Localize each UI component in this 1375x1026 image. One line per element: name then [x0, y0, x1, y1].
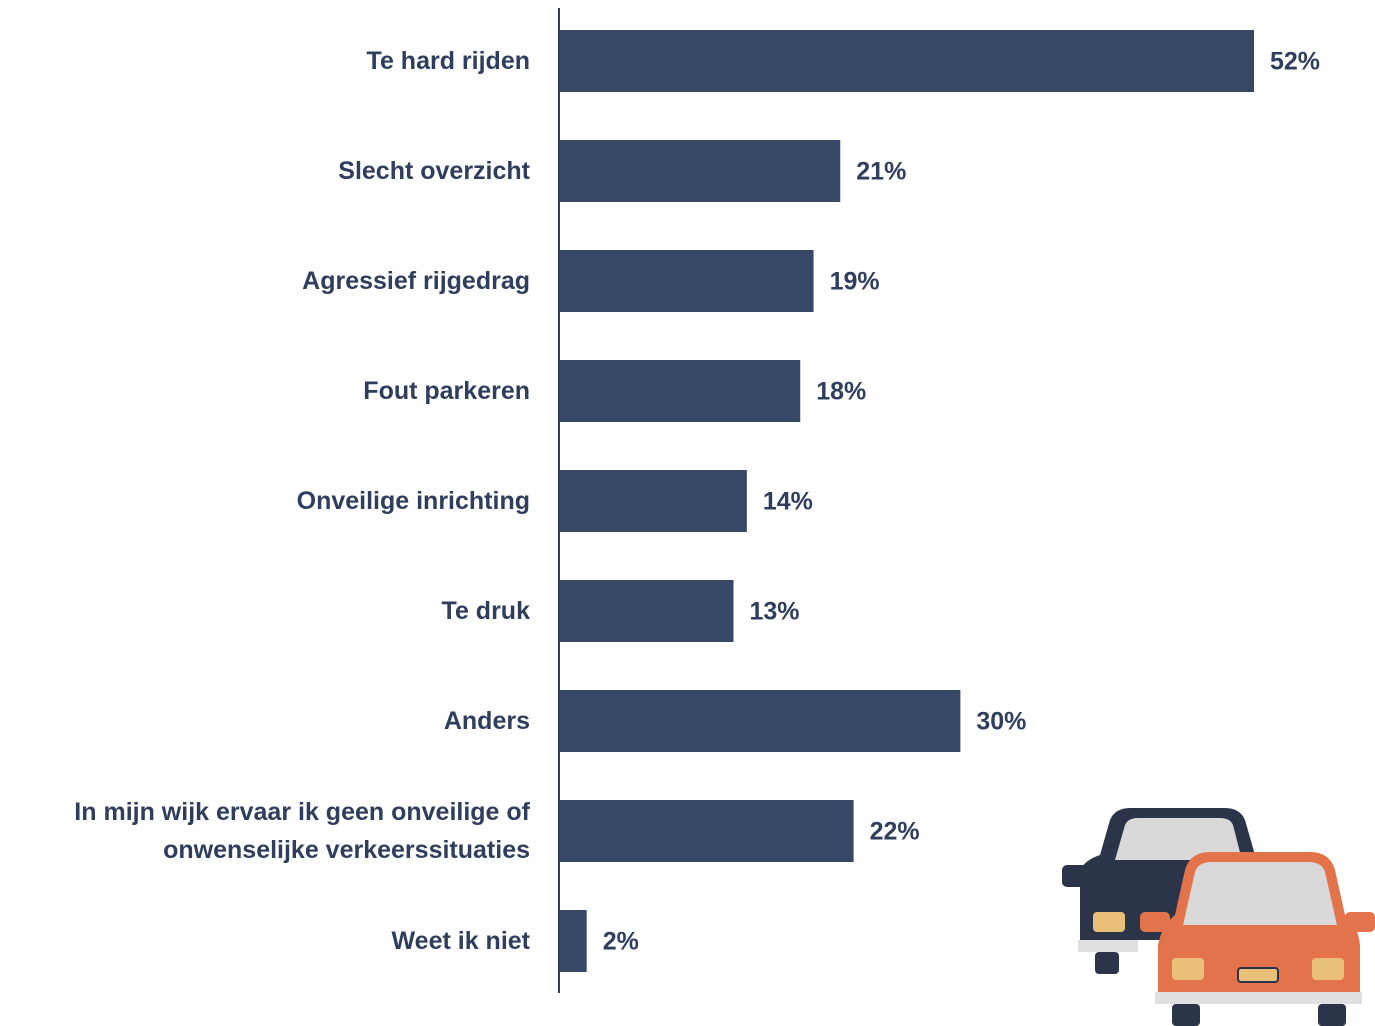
value-label: 2%	[603, 928, 639, 956]
bar	[560, 360, 801, 422]
bar	[560, 470, 747, 532]
value-label: 14%	[763, 488, 813, 516]
value-label: 13%	[750, 598, 800, 626]
category-label: Agressief rijgedrag	[302, 267, 530, 295]
bar	[560, 690, 961, 752]
car-illustration	[1062, 808, 1375, 1026]
category-label: Fout parkeren	[363, 377, 530, 405]
category-label: Te hard rijden	[366, 47, 530, 75]
value-label: 52%	[1270, 48, 1320, 76]
bar	[560, 580, 734, 642]
bar	[560, 910, 587, 972]
category-label: Te druk	[441, 597, 530, 625]
bar	[560, 250, 814, 312]
value-label: 21%	[856, 158, 906, 186]
category-label: Anders	[443, 707, 530, 735]
bar	[560, 140, 841, 202]
value-label: 19%	[830, 268, 880, 296]
category-label: In mijn wijk ervaar ik geen onveilige of…	[74, 798, 530, 864]
value-label: 18%	[816, 378, 866, 406]
bar	[560, 800, 854, 862]
category-label: Slecht overzicht	[338, 157, 530, 185]
value-label: 30%	[976, 708, 1026, 736]
category-label: Onveilige inrichting	[296, 487, 530, 515]
bar	[560, 30, 1254, 92]
value-label: 22%	[870, 818, 920, 846]
category-label: Weet ik niet	[391, 927, 530, 955]
